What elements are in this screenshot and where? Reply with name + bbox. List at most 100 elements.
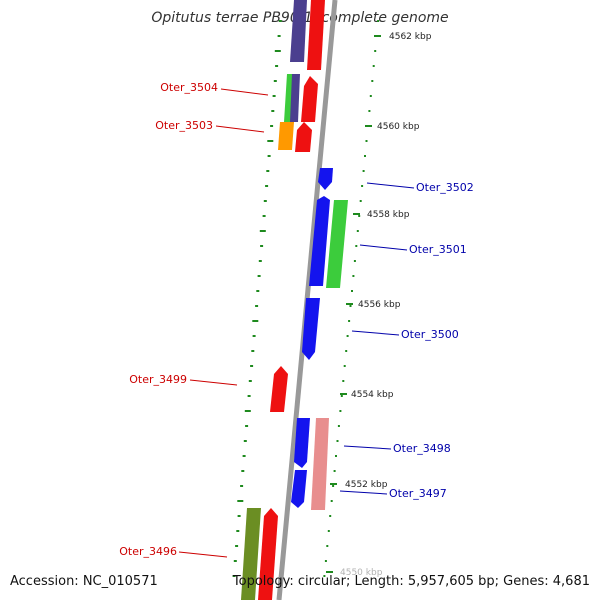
track-dot [339,410,342,412]
gene-red-3504 [301,76,318,122]
track-dot [333,470,336,472]
track-dot [243,440,247,442]
track-dot [266,170,270,172]
track-dot [278,20,282,22]
track-dot [232,575,236,577]
track-dot [251,350,255,352]
label-leaders [178,88,415,558]
track-dot [259,230,266,232]
track-dot [374,50,377,52]
track-dot [240,485,244,487]
track-dot [267,155,271,157]
track-dot [330,500,333,502]
track-dot [355,245,358,247]
track-dot [274,50,281,52]
gene-purple-3504 [290,74,300,122]
track-dot [349,305,352,307]
track-dot [358,215,361,217]
tick-label-4550: 4550 kbp [340,568,383,578]
track-dot [343,365,346,367]
tick-label-4552: 4552 kbp [345,480,388,490]
track-dot [244,410,251,412]
gene-orange-3503 [278,122,294,150]
track-dot [248,380,252,382]
track-dot [265,185,269,187]
track-dot [252,320,259,322]
track-dot [257,275,261,277]
track-dot [352,275,355,277]
track-dot [353,260,356,262]
track-dot [263,200,267,202]
track-dot [329,515,332,517]
track-dot [252,335,256,337]
track-dot [356,230,359,232]
track-dot [327,530,330,532]
gene-labels: Oter_3504 Oter_3503 Oter_3502 Oter_3501 … [119,81,474,558]
track-dot [277,35,281,37]
accession-text: Accession: NC_010571 [10,574,158,589]
track-dot [359,200,362,202]
scale-ticks: 4562 kbp 4560 kbp 4558 kbp 4556 kbp 4554… [326,32,432,578]
tick-label-4554: 4554 kbp [351,390,394,400]
gene-pink-3498 [311,418,329,510]
gene-red-3499 [270,366,288,412]
track-dot [262,215,266,217]
track-dot [345,350,348,352]
gene-blue-3502 [318,168,333,190]
track-dot [342,380,345,382]
track-dot [236,530,240,532]
gene-label-oter-3503[interactable]: Oter_3503 [155,119,213,132]
track-dot [237,515,241,517]
gene-features [241,0,348,600]
tick-label-4558: 4558 kbp [367,210,410,220]
track-dot [323,575,326,577]
gene-red-3496 [258,508,278,600]
gene-red-3503 [295,122,312,152]
track-dot [348,320,351,322]
track-dot [242,455,246,457]
track-dot [272,95,276,97]
track-dot [245,425,249,427]
tick-label-4560: 4560 kbp [377,122,420,132]
gene-red-top [307,0,325,70]
track-dot [241,470,245,472]
track-dot [340,395,343,397]
gene-label-oter-3497[interactable]: Oter_3497 [389,487,447,500]
track-dot [332,485,335,487]
gene-label-oter-3500[interactable]: Oter_3500 [401,328,459,341]
track-dot [247,395,251,397]
track-dot [256,290,260,292]
gene-label-oter-3501[interactable]: Oter_3501 [409,243,467,256]
gene-label-oter-3496[interactable]: Oter_3496 [119,545,177,558]
gene-blue-3501a [309,196,330,286]
track-dot [258,260,262,262]
track-dot [275,65,279,67]
track-dot [377,20,380,22]
track-dot [337,425,340,427]
track-dot [233,560,237,562]
gene-label-oter-3499[interactable]: Oter_3499 [129,373,187,386]
track-dot [364,155,366,157]
track-dot [235,545,239,547]
gene-blue-3500 [302,298,320,360]
track-dot [346,335,349,337]
track-dot [324,560,327,562]
track-dot [273,80,277,82]
track-dot [237,500,244,502]
track-dot [270,125,274,127]
track-dot [267,140,274,142]
gene-label-oter-3498[interactable]: Oter_3498 [393,442,451,455]
tick-label-4562: 4562 kbp [389,32,432,42]
gene-label-oter-3504[interactable]: Oter_3504 [160,81,218,94]
track-dot [271,110,275,112]
track-dot [335,455,337,457]
gene-olive-3496 [241,508,261,600]
track-dot [326,545,329,547]
tick-label-4556: 4556 kbp [358,300,401,310]
track-dot [255,305,259,307]
gene-blue-3498 [294,418,310,468]
track-dot [369,95,372,97]
gene-label-oter-3502[interactable]: Oter_3502 [416,181,474,194]
gene-purple-top [290,0,307,62]
